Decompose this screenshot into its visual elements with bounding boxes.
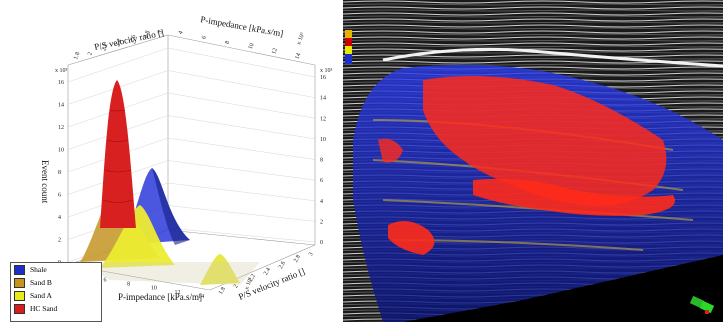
legend-label: HC Sand	[30, 304, 58, 313]
grid-line	[167, 115, 316, 140]
grid-line	[167, 92, 316, 119]
bottom-vp-tick-label: 2.8	[293, 254, 302, 263]
z-axis-ticks-right: 0 2 4 6 8 10 12 14 16	[320, 75, 326, 246]
volume-floor	[403, 255, 723, 322]
distribution-sand-a	[100, 205, 240, 285]
legend: Shale Sand B Sand A HC Sand	[10, 262, 102, 322]
top-vp-ticks: 1.8 2 2.2 2.4 2.6 2.8 3	[73, 30, 164, 61]
exponent-top-left: x 10³	[55, 68, 68, 74]
top-ip-tick-label: 14	[295, 52, 303, 60]
top-ip-tick-label: 12	[271, 47, 279, 55]
crossplot-3d-panel: 0 2 4 6 8 10 12 14 16 0 2 4 6 8 10 12 14 16 4 6 8 10 12 14 1.…	[0, 0, 343, 322]
top-vp-tick-label: 2.2	[101, 43, 109, 52]
legend-label: Sand A	[30, 291, 52, 300]
top-ip-ticks: 4 6 8 10 12 14	[178, 30, 302, 60]
grid-line	[167, 227, 316, 243]
seismic-volume-panel	[343, 0, 723, 322]
seismic-svg	[343, 0, 723, 322]
z-tick-label-right: 14	[320, 96, 326, 102]
legend-swatch	[14, 290, 25, 301]
bottom-ip-tick-label: 8	[127, 281, 130, 287]
legend-swatch	[14, 303, 25, 314]
z-tick-label: 6	[58, 193, 61, 199]
z-tick-label-right: 12	[320, 116, 326, 122]
colorbar	[345, 30, 352, 64]
top-vp-tick-label: 3	[157, 30, 164, 35]
exponent-right: x 10³	[320, 68, 333, 74]
exponent-bottom: x 10³	[244, 277, 254, 291]
z-tick-label-right: 8	[320, 158, 323, 164]
bottom-ip-tick-label: 12	[175, 290, 181, 296]
legend-swatch	[14, 264, 25, 275]
legend-item-hc-sand: HC Sand	[11, 302, 101, 315]
crossplot-svg: 0 2 4 6 8 10 12 14 16 0 2 4 6 8 10 12 14 16 4 6 8 10 12 14 1.…	[40, 14, 333, 302]
grid-line	[67, 47, 169, 83]
bottom-ip-tick-label: 14	[198, 294, 204, 300]
z-axis-title: Event count	[40, 160, 50, 204]
top-ip-axis-title: P-impedance [kPa.s/m]	[200, 14, 284, 38]
bottom-vp-tick-label: 2.4	[263, 267, 272, 276]
distribution-hc-sand	[100, 80, 136, 228]
axis-gizmo-icon	[689, 295, 715, 314]
grid-line	[167, 160, 316, 181]
bottom-vp-ticks: 1.8 2 2.2 2.4 2.6 2.8 3	[218, 252, 315, 296]
legend-item-sand-a: Sand A	[11, 289, 101, 302]
legend-label: Sand B	[30, 278, 52, 287]
floor-shadow	[80, 262, 260, 285]
top-vp-tick-label: 2	[87, 51, 94, 56]
top-vp-tick-label: 2.6	[129, 34, 137, 43]
top-vp-tick-label: 2.8	[143, 30, 151, 39]
top-vp-axis-title: P/S velocity ratio []	[93, 27, 164, 51]
z-tick-label-right: 2	[320, 219, 323, 225]
hc-anomalies	[378, 76, 675, 255]
z-tick-label: 10	[58, 148, 64, 154]
top-ip-tick-label: 10	[248, 42, 256, 50]
legend-item-shale: Shale	[11, 263, 101, 276]
top-ip-tick-label: 4	[178, 30, 185, 35]
z-tick-label: 12	[58, 125, 64, 131]
z-tick-label-right: 4	[320, 199, 323, 205]
grid-line	[167, 47, 316, 78]
bottom-vp-tick-label: 2.6	[278, 261, 287, 270]
bottom-vp-tick-label: 2.2	[248, 273, 257, 282]
grid-line	[167, 70, 316, 98]
bottom-vp-tick-label: 2	[233, 284, 240, 290]
top-ip-tick-label: 8	[225, 40, 232, 45]
bottom-ip-tick-label: 6	[104, 277, 107, 283]
z-tick-label: 4	[58, 215, 61, 221]
bottom-ip-axis-title: P-impedance [kPa.s/m]	[118, 292, 202, 302]
z-tick-label-right: 0	[320, 240, 323, 246]
top-vp-tick-label: 2.4	[115, 39, 123, 48]
z-tick-label-right: 10	[320, 137, 326, 143]
z-tick-label: 8	[58, 170, 61, 176]
legend-label: Shale	[30, 265, 47, 274]
grid-line	[167, 205, 316, 222]
legend-swatch	[14, 277, 25, 288]
horizon-line	[382, 47, 723, 68]
bottom-vp-tick-label: 1.8	[218, 286, 227, 295]
top-ip-tick-label: 6	[201, 35, 208, 40]
legend-item-sand-b: Sand B	[11, 276, 101, 289]
z-tick-label: 16	[58, 80, 64, 86]
bottom-ip-tick-label: 10	[151, 286, 157, 292]
z-tick-label-right: 16	[320, 75, 326, 81]
grid-line	[167, 137, 316, 160]
z-tick-label-right: 6	[320, 178, 323, 184]
exponent-top-right: x 10³	[296, 32, 306, 46]
z-tick-label: 14	[58, 103, 64, 109]
grid-line	[167, 182, 316, 201]
z-tick-label: 2	[58, 238, 61, 244]
bottom-vp-tick-label: 3	[308, 252, 315, 258]
top-vp-tick-label: 1.8	[73, 51, 81, 60]
